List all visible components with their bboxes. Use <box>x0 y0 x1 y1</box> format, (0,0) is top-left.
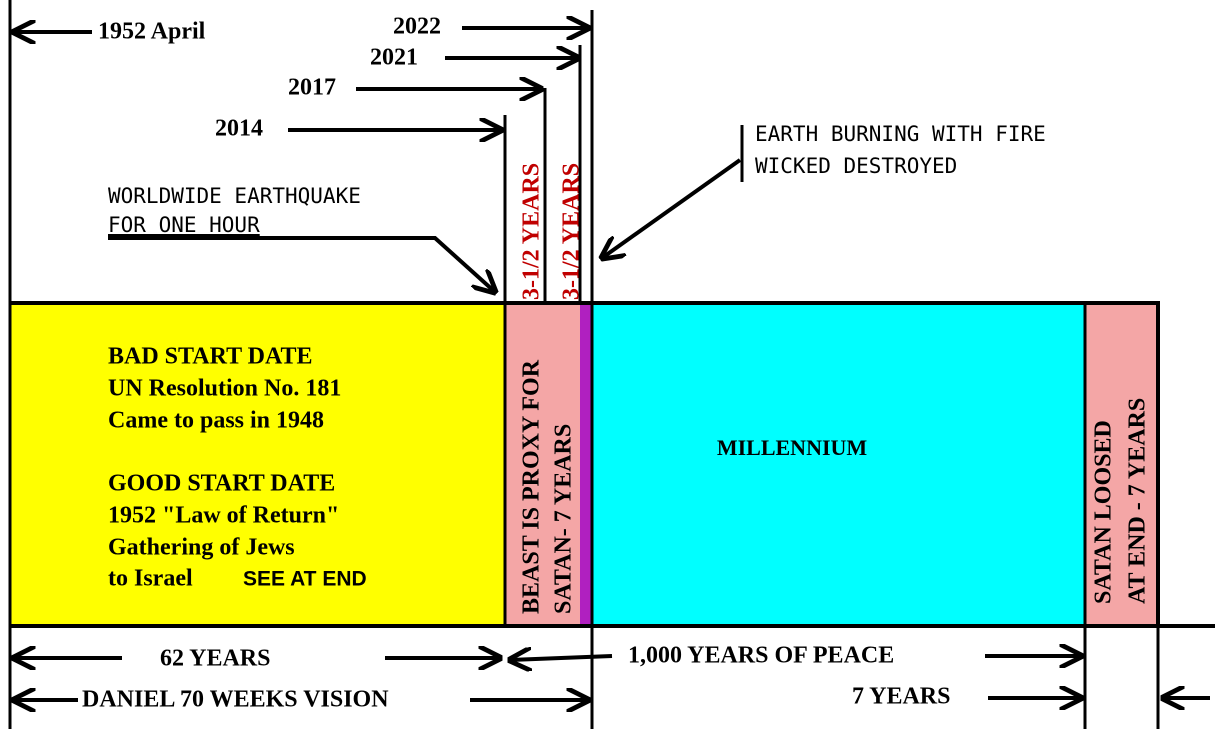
box-label: BEAST IS PROXY FOR <box>519 359 545 614</box>
lines <box>8 0 1160 729</box>
note: SEE AT END <box>243 568 367 591</box>
start-line: GOOD START DATE <box>108 471 335 497</box>
label: 2017 <box>288 75 336 101</box>
beast-box <box>505 303 580 626</box>
start-text: BAD START DATE UN Resolution No. 181 Came … <box>108 344 341 592</box>
label: EARTH BURNING WITH FIRE <box>755 122 1046 146</box>
satan-box <box>1085 303 1158 626</box>
label: 7 YEARS <box>852 684 950 710</box>
box-label: AT END - 7 YEARS <box>1125 398 1151 604</box>
boxes <box>10 301 1215 628</box>
box-outline <box>10 301 1215 628</box>
arrow <box>510 656 613 660</box>
millennium-box <box>593 303 1085 626</box>
box-label: SATAN- 7 YEARS <box>551 424 577 614</box>
period-label: 3-1/2 YEARS <box>519 163 545 300</box>
start-line: UN Resolution No. 181 <box>108 376 341 402</box>
start-line: Gathering of Jews <box>108 535 295 561</box>
label: 2022 <box>393 14 441 40</box>
purple-strip <box>580 303 593 626</box>
label: DANIEL 70 WEEKS VISION <box>82 687 389 713</box>
label: 1,000 YEARS OF PEACE <box>628 643 894 669</box>
period-label: 3-1/2 YEARS <box>559 163 585 300</box>
start-line: Came to pass in 1948 <box>108 408 324 434</box>
label: 62 YEARS <box>160 646 270 672</box>
arrow <box>108 236 495 292</box>
start-box <box>10 303 505 626</box>
start-line: 1952 "Law of Return" <box>108 503 339 529</box>
label: 2021 <box>370 45 418 71</box>
vertical-lines <box>8 0 1160 729</box>
start-line: to Israel <box>108 566 193 592</box>
label: FOR ONE HOUR <box>108 213 260 237</box>
box-label: MILLENNIUM <box>717 435 868 460</box>
label: 2014 <box>215 116 263 142</box>
arrow <box>602 158 742 258</box>
label: WORLDWIDE EARTHQUAKE <box>108 184 361 208</box>
box-label: SATAN LOOSED <box>1091 420 1117 604</box>
label: WICKED DESTROYED <box>755 154 957 178</box>
labels: 1952 April 2022 2021 2017 2014 3-1/2 YEA… <box>82 14 1151 713</box>
start-line: BAD START DATE <box>108 344 313 370</box>
label: 1952 April <box>98 19 206 45</box>
arrows <box>14 28 1210 700</box>
